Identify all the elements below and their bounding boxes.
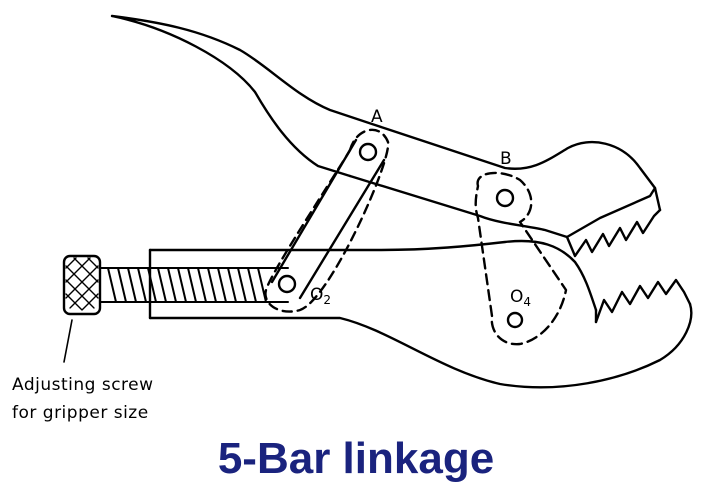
upper-handle [110,14,657,239]
caption-leader [63,319,73,363]
upper-jaw-lower-edge [348,174,569,239]
adjusting-screw [99,267,289,303]
link-a-o2 [270,138,386,300]
caption-line-2: for gripper size [12,403,149,423]
upper-jaw-tip [653,186,662,212]
knurled-knob [62,254,102,316]
pin-b [495,188,515,208]
lower-body-bottom [148,302,693,389]
pin-o4 [506,311,524,329]
caption-line-1: Adjusting screw [12,375,154,395]
label-o2: O2 [310,285,331,307]
lower-body-top [148,239,598,312]
lower-jaw-teeth [594,278,692,324]
pin-a [358,142,378,162]
label-a: A [371,107,383,127]
page-title: 5-Bar linkage [217,434,495,483]
upper-jaw-teeth [565,208,662,258]
pin-o2 [277,274,297,294]
label-o4: O4 [510,287,531,309]
link-b-o4 [474,171,568,346]
slot-a [264,128,390,313]
label-b: B [500,149,512,169]
